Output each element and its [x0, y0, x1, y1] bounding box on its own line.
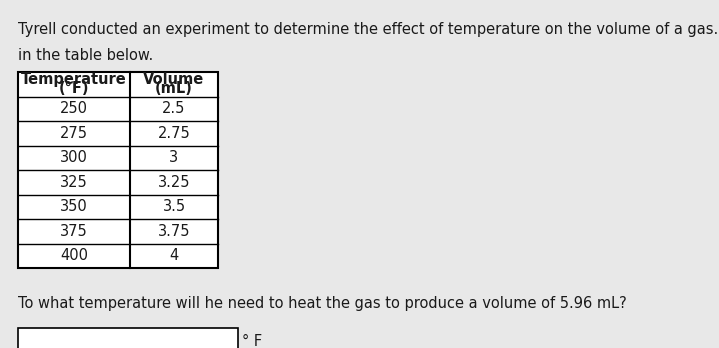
Text: (°F): (°F) — [59, 81, 89, 96]
Text: 325: 325 — [60, 175, 88, 190]
Text: 2.5: 2.5 — [162, 101, 186, 116]
Text: 300: 300 — [60, 150, 88, 165]
Text: in the table below.: in the table below. — [18, 48, 153, 63]
Text: Temperature: Temperature — [21, 72, 127, 87]
Text: 375: 375 — [60, 224, 88, 239]
Bar — [18, 72, 218, 268]
Text: 350: 350 — [60, 199, 88, 214]
Text: 4: 4 — [170, 248, 178, 263]
Text: 3.25: 3.25 — [157, 175, 191, 190]
Text: Volume: Volume — [143, 72, 205, 87]
Text: 3.5: 3.5 — [162, 199, 186, 214]
Text: Tyrell conducted an experiment to determine the effect of temperature on the vol: Tyrell conducted an experiment to determ… — [18, 22, 719, 37]
Text: 3.75: 3.75 — [157, 224, 191, 239]
Text: 275: 275 — [60, 126, 88, 141]
Text: (mL): (mL) — [155, 81, 193, 96]
Text: 2.75: 2.75 — [157, 126, 191, 141]
Text: ° F: ° F — [242, 334, 262, 348]
Text: 400: 400 — [60, 248, 88, 263]
Text: To what temperature will he need to heat the gas to produce a volume of 5.96 mL?: To what temperature will he need to heat… — [18, 296, 627, 311]
Text: 250: 250 — [60, 101, 88, 116]
Bar — [18, 328, 238, 348]
Text: 3: 3 — [170, 150, 178, 165]
